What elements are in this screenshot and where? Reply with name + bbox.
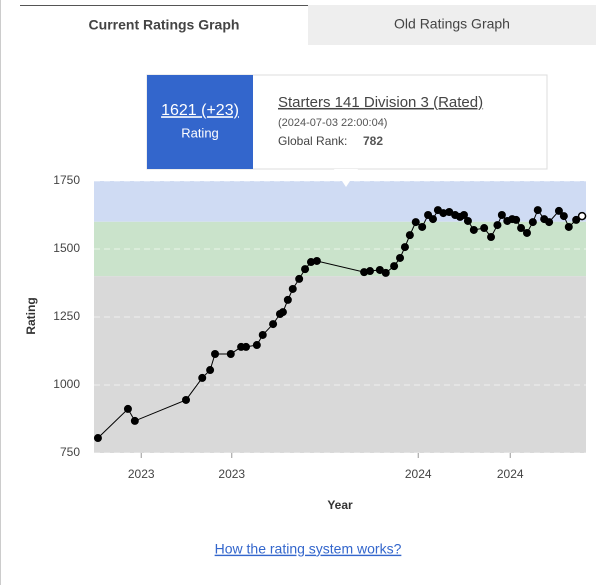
rating-point (559, 212, 568, 221)
rating-point (428, 215, 437, 224)
rating-point (278, 308, 287, 317)
active-tab[interactable] (20, 5, 308, 45)
rating-point (463, 216, 472, 225)
rating-point (211, 349, 220, 358)
rating-point (439, 209, 448, 218)
tooltip: 1621 (+23) Rating Starters 141 Division … (146, 74, 548, 187)
tooltip-date: (2024-07-03 22:00:04) (278, 117, 387, 129)
y-tick-label: 1000 (53, 377, 80, 391)
rating-point (123, 404, 132, 413)
y-tick-label: 1500 (53, 241, 80, 255)
rating-point (390, 262, 399, 271)
tab-label[interactable]: Old Ratings Graph (394, 16, 510, 32)
rating-point (493, 221, 502, 230)
rating-point (198, 373, 207, 382)
y-axis-title: Rating (24, 297, 38, 334)
rating-point (269, 320, 278, 329)
tooltip-rating[interactable]: 1621 (+23) (161, 102, 239, 119)
tooltip-rating-box (147, 75, 253, 169)
rating-point (533, 206, 542, 215)
rating-point (366, 267, 375, 276)
rating-point (258, 330, 267, 339)
rating-point (469, 225, 478, 234)
rating-point (301, 265, 310, 274)
rating-point (517, 224, 526, 233)
rating-point (130, 416, 139, 425)
rating-point (312, 256, 321, 265)
inactive-tab[interactable] (308, 5, 596, 45)
rating-point (564, 222, 573, 231)
tooltip-rating-label: Rating (181, 125, 219, 140)
x-tick-label: 2023 (128, 467, 155, 481)
rating-point (405, 231, 414, 240)
rating-point (252, 341, 261, 350)
rating-point (242, 342, 251, 351)
rating-point (283, 295, 292, 304)
y-tick-label: 1750 (53, 173, 80, 187)
x-tick-label: 2024 (405, 467, 432, 481)
x-tick-label: 2024 (497, 467, 524, 481)
rating-point (411, 218, 420, 227)
rating-point (295, 274, 304, 283)
rating-point (445, 208, 454, 217)
tooltip-contest[interactable]: Starters 141 Division 3 (Rated) (278, 94, 483, 111)
rating-point (360, 268, 369, 277)
rating-point (497, 211, 506, 219)
rating-point (577, 211, 587, 221)
tab-label[interactable]: Current Ratings Graph (89, 17, 240, 33)
rating-point (226, 349, 235, 358)
rating-point (400, 243, 409, 252)
tooltip-arrow (334, 169, 358, 187)
rating-point (572, 215, 581, 224)
rating-point (396, 253, 405, 262)
rating-point (459, 211, 468, 219)
rating-point (545, 218, 554, 227)
y-tick-label: 1250 (53, 309, 80, 323)
tooltip-rank: 782 (363, 134, 383, 148)
x-axis-title: Year (327, 498, 353, 512)
rating-point (288, 284, 297, 293)
rating-point (522, 228, 531, 237)
rating-point (480, 224, 489, 233)
plot: 750 1000 1250 1500 1750 2023 2023 2024 2024 (53, 173, 587, 481)
rating-point (381, 268, 390, 277)
rating-point (306, 258, 315, 267)
help-link[interactable]: How the rating system works? (215, 541, 402, 557)
rating-point (206, 366, 215, 375)
rating-point (93, 434, 102, 443)
x-tick-label: 2023 (218, 467, 245, 481)
rating-point (375, 265, 384, 274)
rating-band (94, 276, 586, 453)
rating-point (554, 206, 563, 215)
rating-point (487, 233, 496, 242)
rating-point (512, 215, 521, 224)
rating-point (182, 395, 191, 404)
rating-point (528, 218, 537, 227)
rating-point (418, 222, 427, 231)
tooltip-rank-label: Global Rank: (278, 134, 347, 148)
y-tick-label: 750 (60, 445, 80, 459)
